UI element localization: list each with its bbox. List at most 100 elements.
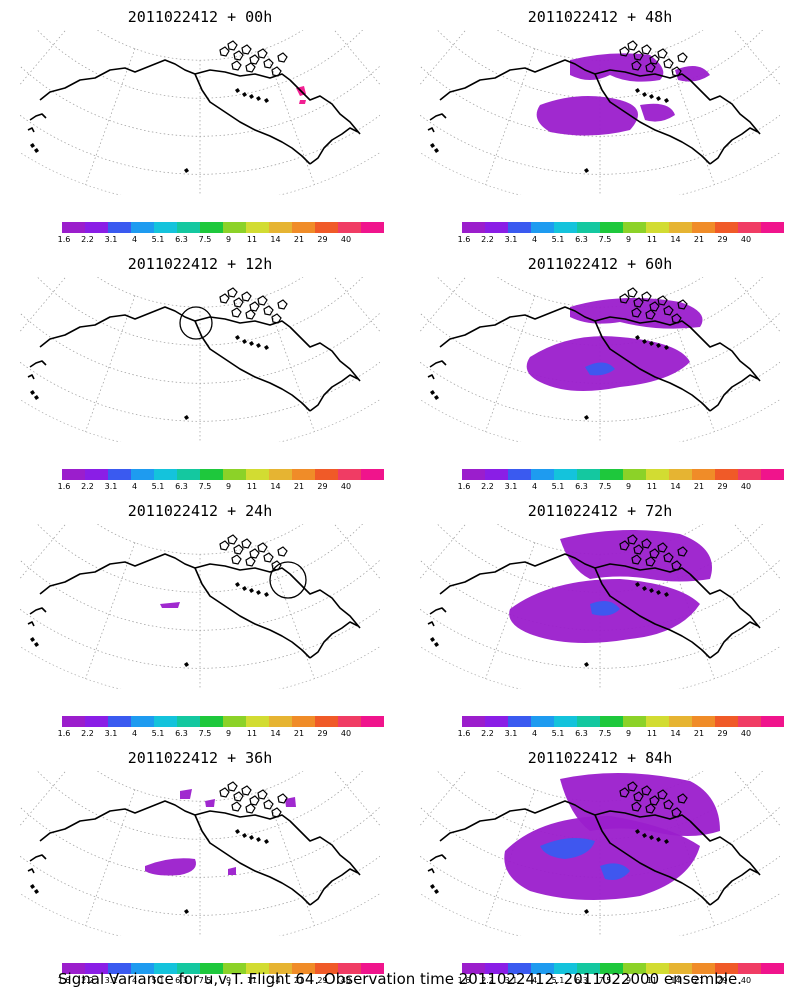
- colorbar-swatch: [108, 963, 131, 974]
- colorbar-tick-label: 2.2: [481, 482, 494, 491]
- colorbar-swatch: [577, 716, 600, 727]
- colorbar-swatch: [577, 469, 600, 480]
- colorbar-tick-label: 40: [340, 235, 352, 244]
- colorbar-tick-label: 29: [317, 235, 328, 244]
- colorbar-tick-label: 5.1: [551, 976, 565, 985]
- colorbar-tick-label: 4: [131, 235, 138, 244]
- colorbar-tick-label: 40: [340, 976, 352, 985]
- colorbar-tick-label: 21: [693, 729, 705, 738]
- colorbar-tick-label: 3.1: [104, 729, 118, 738]
- forecast-panel-24h: 2011022412 + 24h 1.6 2.2 3.1 4 5.1 6.3 7.5 9 11 14…: [0, 494, 400, 741]
- colorbar-tick-label: 21: [693, 482, 705, 491]
- colorbar-tick-label: 3.1: [504, 976, 518, 985]
- colorbar-tick-label: 29: [717, 235, 728, 244]
- colorbar-swatch: [623, 716, 646, 727]
- colorbar-swatch: [223, 716, 246, 727]
- colorbar-swatch: [154, 222, 177, 233]
- colorbar-swatch: [131, 469, 154, 480]
- colorbar-swatch: [177, 222, 200, 233]
- colorbar-swatch: [177, 963, 200, 974]
- colorbar-tick-label: 9: [225, 235, 232, 244]
- colorbar-swatch: [485, 469, 508, 480]
- colorbar-swatch: [669, 222, 692, 233]
- colorbar: [62, 963, 384, 974]
- colorbar-swatch: [715, 469, 738, 480]
- colorbar-tick-label: 7.5: [598, 482, 612, 491]
- colorbar-swatch: [246, 469, 269, 480]
- colorbar-tick-label: 6.3: [575, 235, 588, 244]
- colorbar-swatch: [462, 963, 485, 974]
- colorbar-swatch: [361, 222, 384, 233]
- colorbar-tick-label: 4: [131, 976, 138, 985]
- polar-map: [20, 277, 380, 442]
- colorbar-swatch: [715, 963, 738, 974]
- colorbar: [462, 963, 784, 974]
- colorbar-swatch: [761, 469, 784, 480]
- colorbar-swatch: [361, 716, 384, 727]
- colorbar-tick-label: 2.2: [81, 729, 94, 738]
- colorbar: [462, 716, 784, 727]
- colorbar-tick-label: 5.1: [151, 976, 165, 985]
- colorbar-tick-label: 1.6: [457, 729, 471, 738]
- colorbar: [462, 469, 784, 480]
- colorbar-swatch: [600, 222, 623, 233]
- colorbar-tick-label: 3.1: [504, 482, 518, 491]
- forecast-panel-60h: 2011022412 + 60h 1.6 2.2 3.1 4 5.1 6.3 7.5 9 11 14…: [400, 247, 800, 494]
- colorbar-swatch: [692, 222, 715, 233]
- panel-title: 2011022412 + 48h: [527, 8, 673, 26]
- forecast-panel-48h: 2011022412 + 48h 1.6 2.2 3.1 4 5.1 6.3 7.5 9 11 14…: [400, 0, 800, 247]
- colorbar-tick-label: 14: [270, 482, 281, 491]
- colorbar-swatch: [738, 469, 761, 480]
- colorbar-swatch: [292, 963, 315, 974]
- colorbar-swatch: [154, 469, 177, 480]
- colorbar-swatch: [692, 963, 715, 974]
- colorbar-tick-label: 29: [717, 729, 728, 738]
- colorbar-tick-label: 2.2: [81, 976, 94, 985]
- colorbar-swatch: [292, 716, 315, 727]
- colorbar-swatch: [338, 716, 361, 727]
- colorbar-swatch: [600, 963, 623, 974]
- colorbar-swatch: [85, 222, 108, 233]
- colorbar-swatch: [738, 716, 761, 727]
- colorbar-tick-label: 14: [670, 976, 681, 985]
- panel-title: 2011022412 + 00h: [127, 8, 273, 26]
- colorbar-tick-label: 9: [225, 976, 232, 985]
- colorbar-swatch: [508, 963, 531, 974]
- colorbar-swatch: [292, 469, 315, 480]
- colorbar-swatch: [554, 963, 577, 974]
- colorbar-swatch: [485, 963, 508, 974]
- colorbar-swatch: [338, 469, 361, 480]
- forecast-panel-36h: 2011022412 + 36h 1.6 2.2 3.1 4 5.1 6.3 7.5 9 11 14…: [0, 741, 400, 988]
- colorbar-swatch: [646, 222, 669, 233]
- colorbar-tick-label: 40: [740, 482, 752, 491]
- colorbar-tick-label: 2.2: [481, 976, 494, 985]
- colorbar-swatch: [600, 716, 623, 727]
- colorbar-tick-label: 29: [317, 482, 328, 491]
- colorbar-tick-label: 6.3: [175, 976, 188, 985]
- colorbar-swatch: [554, 222, 577, 233]
- colorbar-swatch: [269, 469, 292, 480]
- colorbar-tick-label: 2.2: [481, 235, 494, 244]
- colorbar-swatch: [761, 963, 784, 974]
- colorbar-swatch: [462, 716, 485, 727]
- forecast-panel-00h: 2011022412 + 00h 1.6 2.2 3.1 4 5.1 6.3 7.5 9 11 14…: [0, 0, 400, 247]
- colorbar-swatch: [531, 469, 554, 480]
- colorbar-tick-label: 3.1: [104, 482, 118, 491]
- colorbar-tick-label: 14: [670, 729, 681, 738]
- colorbar-tick-label: 11: [646, 482, 658, 491]
- colorbar-swatch: [62, 716, 85, 727]
- colorbar-swatch: [62, 469, 85, 480]
- colorbar-tick-label: 7.5: [198, 482, 212, 491]
- colorbar-swatch: [62, 963, 85, 974]
- colorbar-swatch: [600, 469, 623, 480]
- colorbar-swatch: [462, 469, 485, 480]
- colorbar-tick-label: 9: [225, 482, 232, 491]
- colorbar-swatch: [131, 716, 154, 727]
- colorbar-swatch: [131, 963, 154, 974]
- colorbar-tick-label: 14: [670, 235, 681, 244]
- colorbar-tick-label: 4: [531, 235, 538, 244]
- colorbar-tick-label: 1.6: [457, 235, 471, 244]
- colorbar-tick-label: 29: [717, 482, 728, 491]
- colorbar-swatch: [108, 222, 131, 233]
- panel-title: 2011022412 + 36h: [127, 749, 273, 767]
